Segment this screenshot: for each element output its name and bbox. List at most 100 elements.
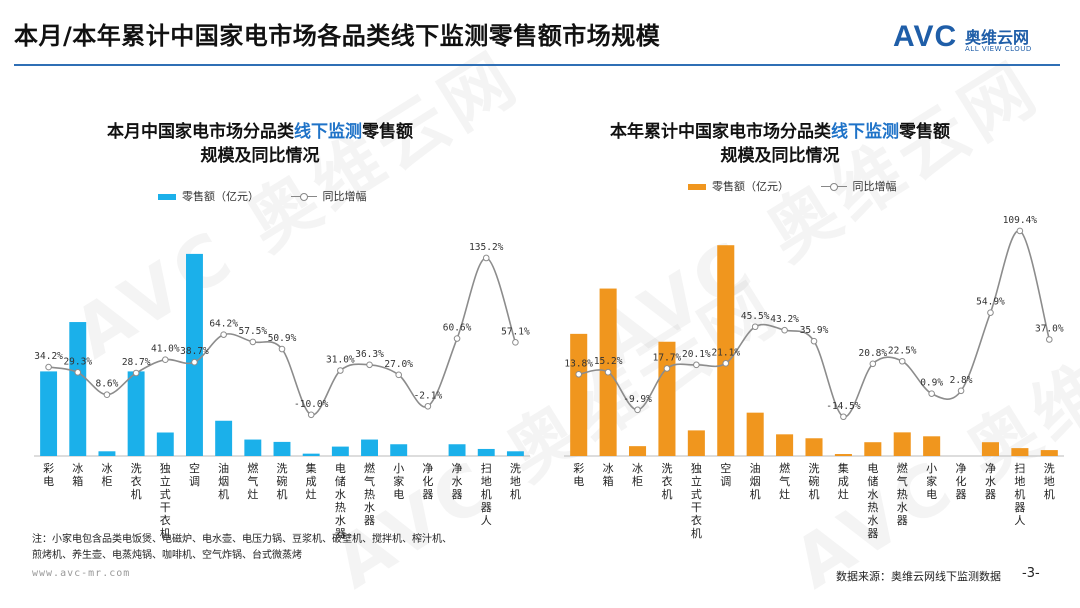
legend-bar-swatch	[158, 194, 176, 200]
footnote: 注：小家电包含品类电饭煲、电磁炉、电水壶、电压力锅、豆浆机、破壁机、搅拌机、榨汁…	[32, 532, 512, 564]
growth-label: 109.4%	[1003, 215, 1038, 226]
chart-title-right-line2: 规模及同比情况	[720, 146, 840, 166]
growth-label: 135.2%	[469, 242, 504, 253]
category-label: 彩电	[573, 462, 584, 488]
growth-point	[898, 357, 906, 365]
category-label: 扫地机器人	[1014, 462, 1025, 527]
bar	[156, 432, 174, 456]
bar	[98, 451, 116, 456]
logo-mark: AVC	[893, 20, 958, 53]
category-label: 小家电	[926, 462, 937, 501]
growth-label: 41.0%	[151, 344, 180, 355]
category-label: 净化器	[422, 461, 433, 501]
category-label: 彩电	[43, 462, 54, 488]
category-label: 电储水热水器	[867, 462, 878, 540]
bar	[186, 253, 203, 456]
bar	[776, 434, 794, 456]
growth-line	[578, 230, 1051, 418]
bar	[361, 439, 378, 456]
category-label: 燃气热水器	[897, 461, 908, 527]
growth-label: -2.1%	[414, 390, 443, 401]
growth-point	[928, 390, 935, 397]
category-label: 冰箱	[603, 462, 614, 488]
category-label: 集成灶	[306, 461, 317, 501]
bar	[746, 412, 764, 456]
growth-label: 64.2%	[209, 319, 238, 330]
growth-label: 20.1%	[682, 349, 711, 360]
growth-label: -14.5%	[826, 401, 861, 412]
growth-label: -10.0%	[294, 399, 329, 410]
logo-en: ALL VIEW CLOUD	[965, 45, 1032, 53]
bar	[215, 420, 233, 456]
avc-logo: AVC 奥维云网 ALL VIEW CLOUD	[893, 20, 1063, 60]
page-number: -3-	[1022, 566, 1040, 581]
footnote-line2: 煎烤机、养生壶、电蒸炖锅、咖啡机、空气炸锅、台式微蒸烤	[32, 550, 302, 561]
growth-point	[1045, 336, 1053, 343]
growth-point	[751, 323, 759, 331]
growth-label: 17.7%	[653, 352, 682, 363]
chart-title-right-post: 零售额	[899, 122, 950, 142]
legend-line-label: 同比增幅	[322, 190, 367, 203]
category-label: 洗地机	[1044, 462, 1055, 501]
growth-point	[869, 360, 877, 368]
growth-point	[103, 391, 111, 399]
category-label: 净水器	[452, 461, 463, 501]
growth-point	[634, 406, 641, 414]
growth-label: 50.9%	[268, 333, 297, 344]
category-label: 冰柜	[632, 462, 643, 488]
chart-title-right-pre: 本年累计中国家电市场分品类	[610, 122, 831, 142]
chart-title-left: 本月中国家电市场分品类线下监测零售额 规模及同比情况	[40, 120, 480, 168]
bar	[273, 441, 291, 456]
growth-label: 22.5%	[888, 345, 917, 356]
bar	[570, 333, 588, 456]
growth-label: 2.8%	[950, 375, 973, 386]
category-label: 燃气灶	[779, 461, 790, 501]
growth-point	[45, 363, 52, 371]
bar	[40, 371, 58, 456]
category-label: 油烟机	[218, 461, 229, 501]
growth-point	[693, 361, 700, 369]
bar	[331, 446, 349, 456]
growth-label: 60.6%	[443, 323, 472, 334]
growth-point	[395, 371, 403, 379]
growth-point	[781, 326, 788, 334]
header-rule	[14, 64, 1060, 66]
chart-title-left-post: 零售额	[362, 122, 413, 142]
growth-label: 37.0%	[1035, 324, 1064, 335]
growth-label: 13.8%	[564, 358, 593, 369]
bar	[302, 453, 320, 456]
growth-point	[810, 337, 818, 345]
bar	[448, 444, 466, 456]
bar	[864, 442, 882, 456]
data-source: 数据来源：奥维云网线下监测数据	[836, 570, 1001, 583]
growth-point	[220, 331, 227, 338]
growth-point	[1016, 227, 1024, 235]
growth-label: 8.6%	[95, 379, 118, 390]
growth-point	[366, 361, 373, 369]
growth-point	[722, 360, 730, 367]
category-label: 独立式干衣机	[691, 462, 702, 540]
logo-cn: 奥维云网	[965, 28, 1030, 47]
growth-point	[663, 365, 671, 372]
chart-title-right: 本年累计中国家电市场分品类线下监测零售额 规模及同比情况	[560, 120, 1000, 168]
growth-point	[278, 345, 286, 353]
category-label: 空调	[189, 461, 200, 488]
growth-point	[191, 358, 198, 366]
bar	[629, 446, 647, 456]
growth-point	[132, 369, 140, 377]
growth-point	[307, 411, 315, 419]
growth-label: 31.0%	[326, 355, 355, 366]
growth-label: -9.9%	[623, 394, 652, 405]
bar	[127, 371, 145, 456]
category-label: 洗衣机	[131, 462, 142, 501]
growth-label: 57.5%	[239, 326, 268, 337]
bar	[1011, 448, 1029, 456]
chart-title-left-pre: 本月中国家电市场分品类	[107, 122, 294, 142]
growth-label: 29.3%	[63, 356, 92, 367]
growth-point	[840, 413, 847, 421]
growth-label: 54.9%	[976, 297, 1005, 308]
legend-bar-label: 零售额（亿元）	[712, 180, 789, 193]
category-label: 燃气热水器	[364, 461, 375, 527]
